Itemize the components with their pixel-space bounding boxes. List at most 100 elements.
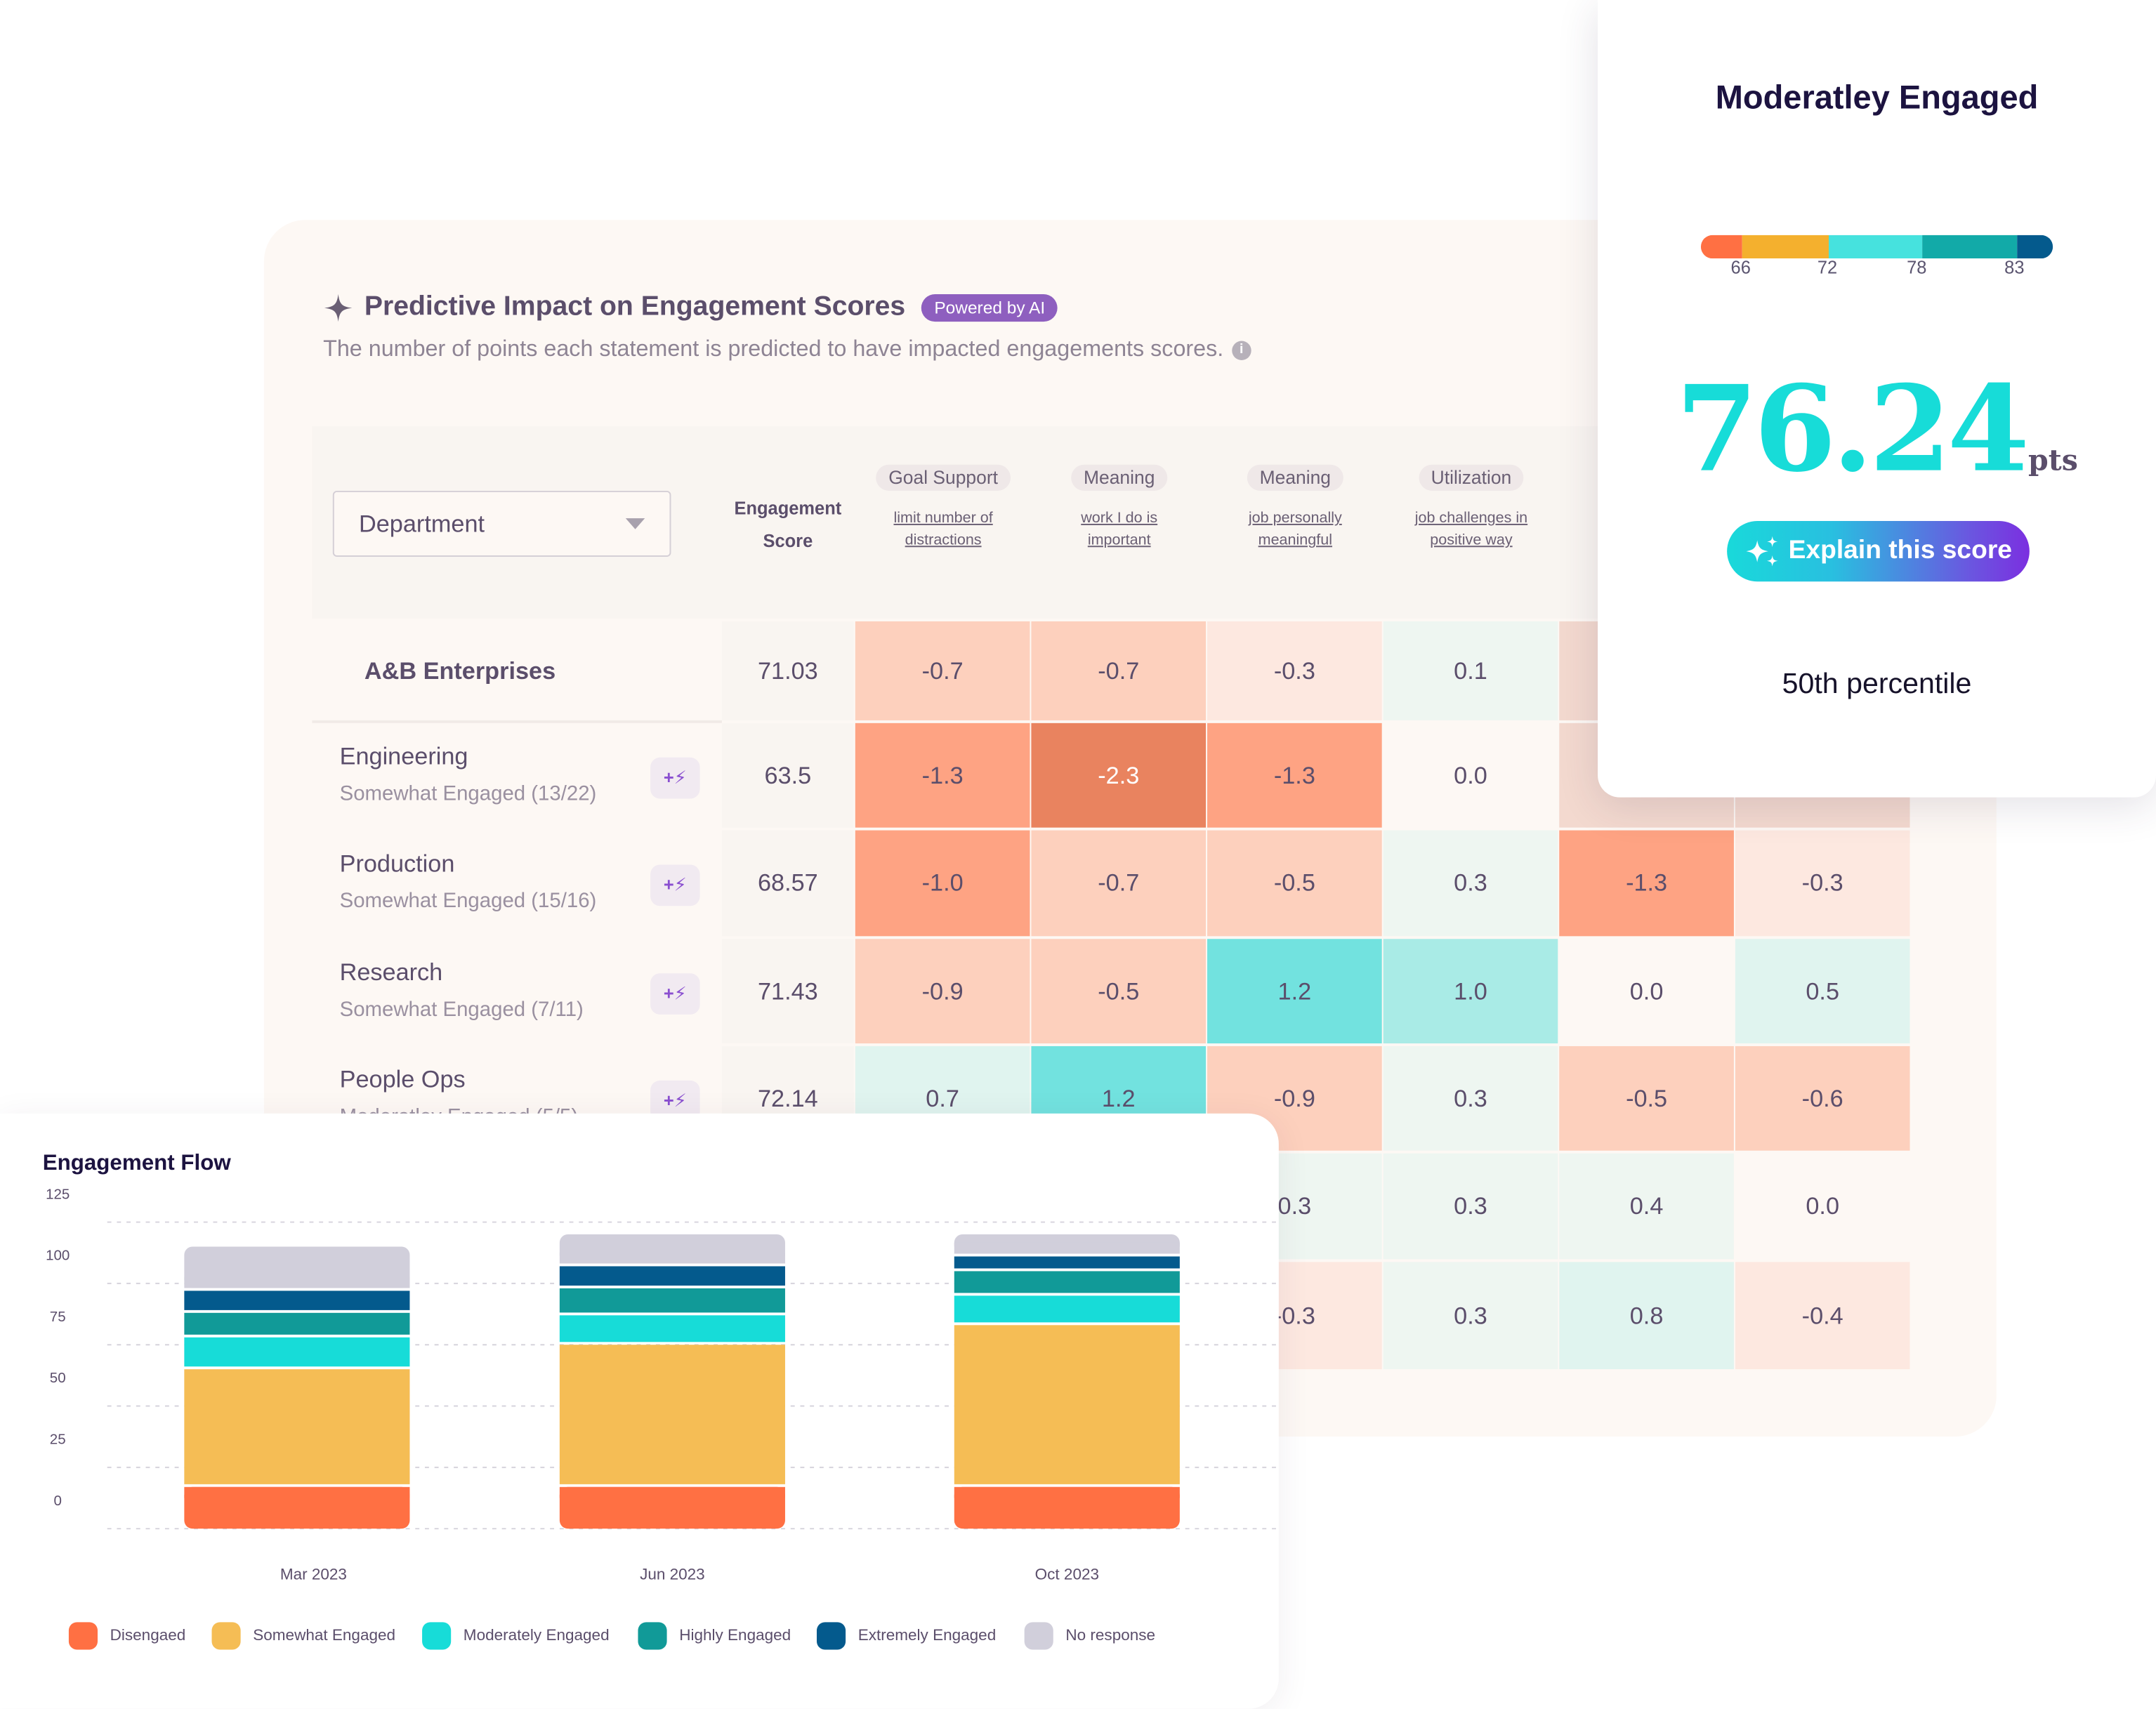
boost-icon[interactable]: +⚡ [650, 757, 700, 799]
engagement-score-cell: 68.57 [721, 830, 854, 937]
impact-cell: -0.5 [1031, 939, 1207, 1044]
impact-cell: 0.3 [1383, 1262, 1558, 1370]
row-name: Production [339, 849, 455, 878]
bar-segment-corner-fill [559, 1486, 785, 1498]
statement-line: limit number of [893, 510, 993, 527]
impact-cell: 0.3 [1383, 1153, 1558, 1260]
legend-item: Disengaed [68, 1622, 185, 1650]
impact-cell: 1.2 [1207, 939, 1382, 1044]
statement-line: distractions [905, 532, 982, 549]
statement-line: meaningful [1258, 532, 1333, 549]
powered-by-ai-badge: Powered by AI [921, 293, 1058, 322]
legend-item: Somewhat Engaged [211, 1622, 395, 1650]
bar-segment [559, 1315, 785, 1342]
column-header: Goal Support limit number of distractions [855, 464, 1032, 551]
bar-segment [184, 1369, 410, 1484]
impact-cell: -0.3 [1735, 830, 1910, 937]
row-engagement-status: Somewhat Engaged (7/11) [339, 998, 584, 1022]
score-number: 76.24 [1676, 359, 2030, 499]
impact-cell: -0.4 [1735, 1262, 1910, 1370]
bar-segment [184, 1312, 410, 1335]
legend-item: Moderately Engaged [422, 1622, 610, 1650]
bar-segment-corner-fill [954, 1242, 1180, 1254]
impact-subtitle-text: The number of points each statement is p… [323, 336, 1224, 362]
bar-segment [184, 1337, 410, 1367]
impact-cell: 0.0 [1559, 939, 1734, 1044]
scale-segment-somewhat [1742, 235, 1829, 259]
impact-cell: -1.3 [855, 722, 1030, 828]
score-header-line: Score [763, 530, 813, 552]
category-pill: Utilization [1419, 464, 1524, 491]
department-dropdown[interactable]: Department [332, 490, 671, 557]
category-pill: Meaning [1071, 464, 1168, 491]
legend-swatch [422, 1622, 452, 1650]
info-icon[interactable]: i [1232, 340, 1251, 359]
bar-segment [559, 1345, 785, 1484]
department-dropdown-value: Department [359, 509, 485, 537]
bar-segment [954, 1271, 1180, 1293]
scale-segment-disengaged [1700, 235, 1742, 259]
impact-header: Predictive Impact on Engagement Scores P… [323, 291, 1058, 323]
bar-segment [954, 1256, 1180, 1269]
y-tick-label: 75 [50, 1309, 66, 1325]
statement-line: job personally [1248, 510, 1342, 527]
impact-cell: -1.3 [1207, 722, 1382, 828]
impact-cell: -0.3 [1207, 621, 1382, 720]
explain-score-button[interactable]: Explain this score [1727, 521, 2030, 582]
bar-segment-corner-fill [954, 1486, 1180, 1498]
row-label[interactable]: Engineering Somewhat Engaged (13/22) [312, 742, 721, 805]
scale-segment-extremely [2017, 235, 2053, 259]
impact-cell: -1.3 [1559, 830, 1734, 937]
engagement-score-header: Engagement Score [722, 492, 854, 558]
category-pill: Goal Support [876, 464, 1011, 491]
impact-cell: -0.5 [1207, 830, 1382, 937]
legend-label: Moderately Engaged [463, 1628, 610, 1644]
chart-title: Engagement Flow [42, 1152, 231, 1176]
bar-segment [954, 1295, 1180, 1323]
engagement-score-cell: 71.03 [721, 621, 854, 720]
legend-item: Highly Engaged [638, 1622, 791, 1650]
legend-label: Extremely Engaged [857, 1628, 997, 1644]
engagement-level-title: Moderatley Engaged [1715, 79, 2039, 117]
legend-item: No response [1024, 1622, 1155, 1650]
impact-cell: 0.5 [1735, 939, 1910, 1044]
scale-tick: 78 [1907, 257, 1927, 278]
scale-tick: 83 [2004, 257, 2025, 278]
percentile-text: 50th percentile [1782, 668, 1972, 700]
x-tick-label: Mar 2023 [280, 1566, 347, 1583]
statement-link[interactable]: work I do is important [1031, 507, 1207, 551]
row-name: Research [339, 958, 443, 986]
legend-swatch [1024, 1622, 1053, 1650]
row-label[interactable]: A&B Enterprises [312, 657, 721, 686]
statement-link[interactable]: job personally meaningful [1207, 507, 1383, 551]
column-header: Meaning work I do is important [1031, 464, 1207, 551]
impact-cell: 0.4 [1559, 1153, 1734, 1260]
row-label[interactable]: Production Somewhat Engaged (15/16) [312, 850, 721, 913]
impact-cell: 0.0 [1383, 722, 1558, 828]
explain-score-label: Explain this score [1788, 536, 2013, 565]
row-name: Engineering [339, 742, 468, 770]
chevron-down-icon [625, 518, 645, 529]
y-tick-label: 50 [50, 1370, 66, 1386]
bar-segment-corner-fill [559, 1252, 785, 1264]
boost-icon[interactable]: +⚡ [650, 973, 700, 1015]
bar-segment-corner-fill [184, 1486, 410, 1498]
legend-swatch [638, 1622, 667, 1650]
boost-icon[interactable]: +⚡ [650, 864, 700, 906]
statement-link[interactable]: job challenges in positive way [1383, 507, 1560, 551]
impact-cell: 0.8 [1559, 1262, 1734, 1370]
legend-swatch [211, 1622, 241, 1650]
impact-cell: -1.0 [855, 830, 1030, 937]
impact-cell: -0.5 [1559, 1045, 1734, 1151]
x-tick-label: Jun 2023 [640, 1566, 705, 1583]
row-label[interactable]: Research Somewhat Engaged (7/11) [312, 958, 721, 1022]
legend-item: Extremely Engaged [816, 1622, 997, 1650]
impact-cell: -0.7 [1031, 621, 1207, 720]
scale-tick: 66 [1730, 257, 1751, 278]
impact-cell: -0.9 [855, 939, 1030, 1044]
impact-cell: -0.7 [1031, 830, 1207, 937]
statement-link[interactable]: limit number of distractions [855, 507, 1032, 551]
bar-segment-corner-fill [184, 1276, 410, 1288]
scale-segment-highly [1922, 235, 2018, 259]
